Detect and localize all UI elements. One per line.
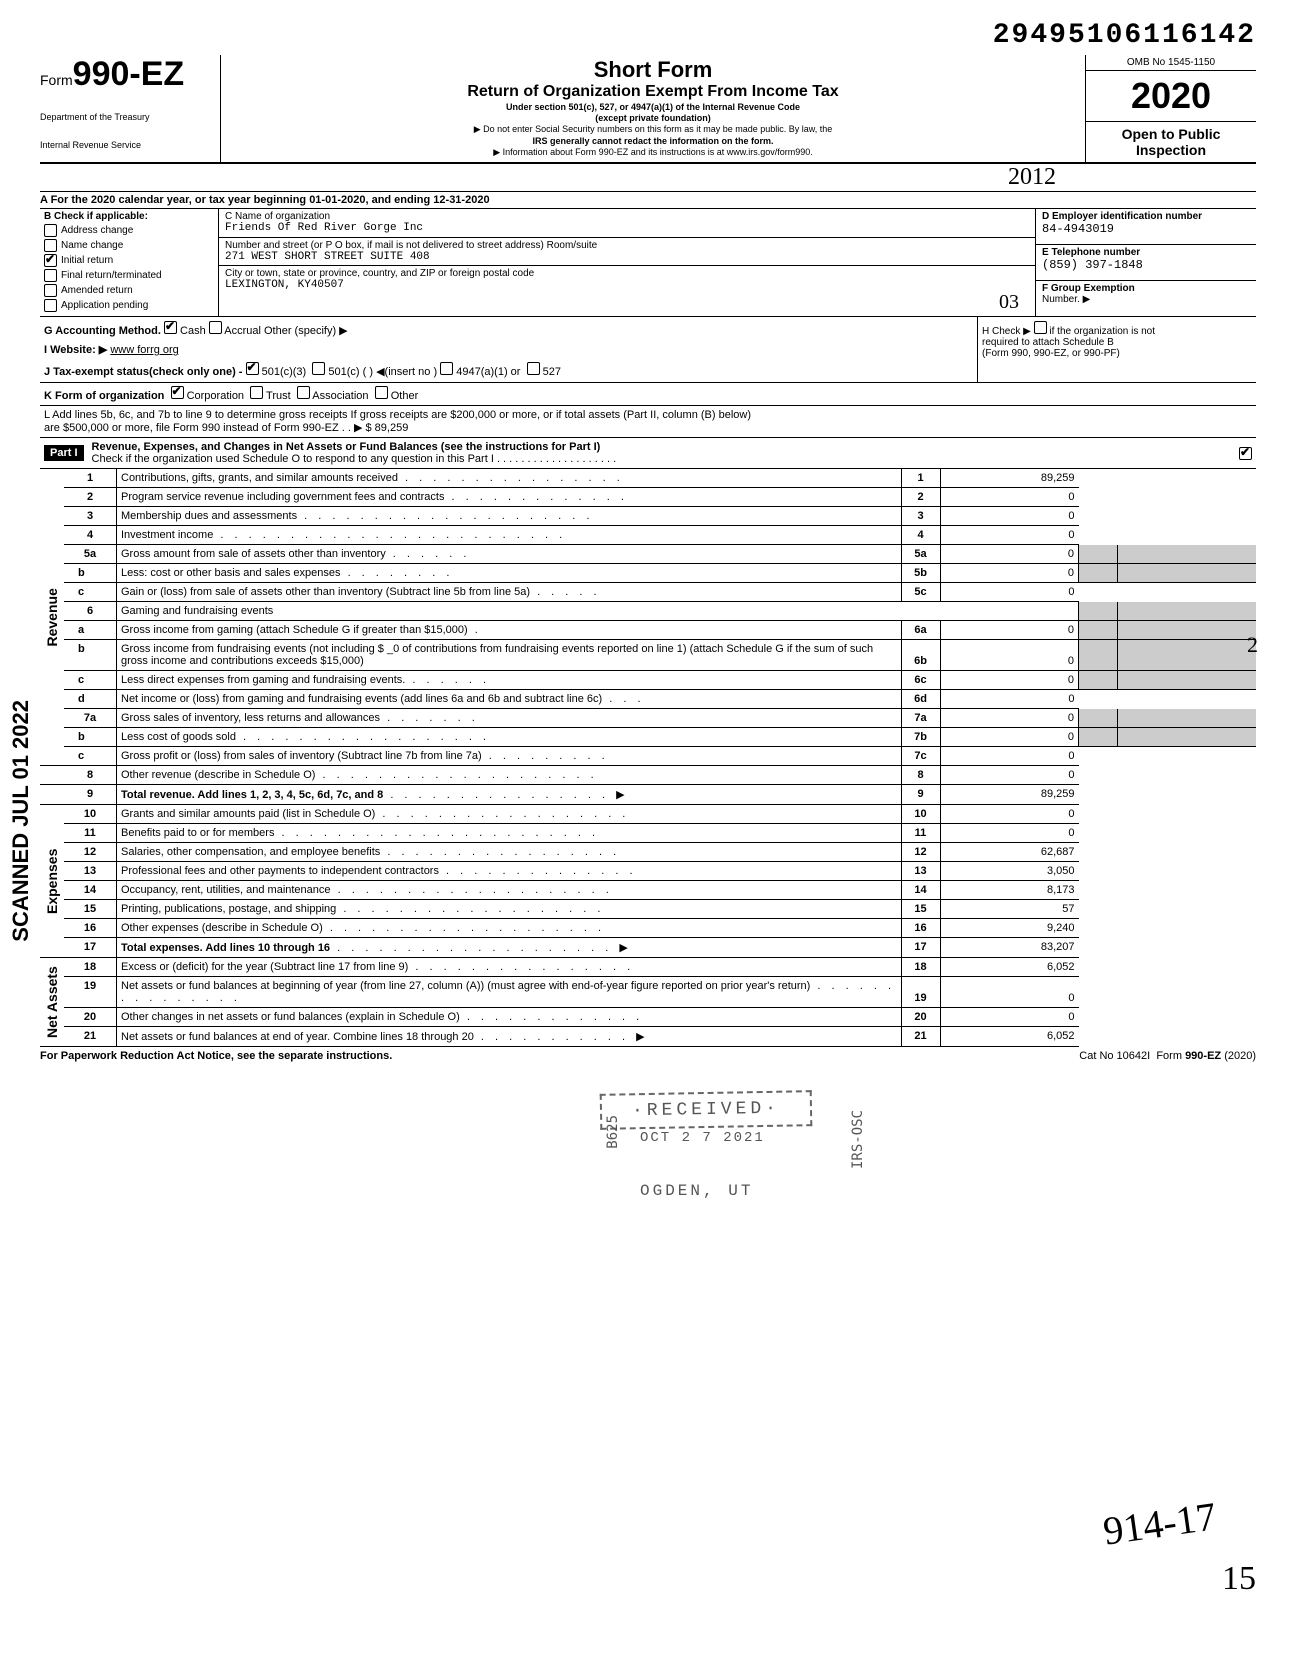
top-number: 29495106116142 (40, 20, 1256, 51)
label-corp: Corporation (187, 390, 244, 402)
l-text2: are $500,000 or more, file Form 990 inst… (44, 422, 408, 434)
check-address[interactable] (44, 224, 57, 237)
city-val: LEXINGTON, KY40507 (225, 279, 1029, 291)
check-527[interactable] (527, 362, 540, 375)
c-label: C Name of organization (225, 211, 1029, 222)
handwritten-15: 15 (1222, 1560, 1256, 1598)
check-pending[interactable] (44, 299, 57, 312)
check-amended[interactable] (44, 284, 57, 297)
check-other[interactable] (375, 386, 388, 399)
street-label: Number and street (or P O box, if mail i… (225, 240, 1029, 251)
handwritten-2: 2 (1247, 632, 1258, 658)
check-corp[interactable] (171, 386, 184, 399)
stamp-b625: B625 (605, 1115, 621, 1149)
stamp-ogden: OGDEN, UT (640, 1182, 753, 1200)
label-4947: 4947(a)(1) or (456, 366, 520, 378)
label-name: Name change (61, 240, 123, 251)
label-address: Address change (61, 225, 133, 236)
e-label: E Telephone number (1042, 247, 1250, 258)
street-val: 271 WEST SHORT STREET SUITE 408 (225, 251, 1029, 263)
check-h[interactable] (1034, 321, 1047, 334)
label-initial: Initial return (61, 255, 113, 266)
subtitle-except: (except private foundation) (231, 113, 1075, 123)
form-prefix: Form (40, 72, 73, 88)
b-label: B Check if applicable: (44, 211, 214, 222)
handwritten-bottom: 914-17 (1100, 1492, 1219, 1554)
open-public: Open to Public (1122, 126, 1221, 142)
label-501c: 501(c) ( ) ◀(insert no ) (328, 366, 437, 378)
check-4947[interactable] (440, 362, 453, 375)
f-label: F Group Exemption (1042, 283, 1250, 294)
h-text3: (Form 990, 990-EZ, or 990-PF) (982, 348, 1120, 359)
l-text1: L Add lines 5b, 6c, and 7b to line 9 to … (44, 409, 751, 421)
phone: (859) 397-1848 (1042, 258, 1250, 272)
part-i-label: Part I (44, 445, 84, 461)
line-a: A For the 2020 calendar year, or tax yea… (40, 192, 1256, 209)
subtitle-section: Under section 501(c), 527, or 4947(a)(1)… (231, 102, 1075, 112)
label-final: Final return/terminated (61, 270, 162, 281)
website: www forrg org (110, 344, 178, 356)
dept-treasury: Department of the Treasury (40, 112, 210, 122)
city-label: City or town, state or province, country… (225, 268, 1029, 279)
form-header: Form990-EZ Department of the Treasury In… (40, 55, 1256, 164)
handwritten-year: 2012 (40, 164, 1256, 192)
label-amended: Amended return (61, 285, 133, 296)
ein: 84-4943019 (1042, 222, 1250, 236)
check-final[interactable] (44, 269, 57, 282)
check-trust[interactable] (250, 386, 263, 399)
part-i-check-text: Check if the organization used Schedule … (92, 453, 494, 465)
i-label: I Website: ▶ (44, 344, 107, 356)
scanned-stamp: SCANNED JUL 01 2022 (8, 700, 34, 942)
label-527: 527 (543, 366, 561, 378)
dept-irs: Internal Revenue Service (40, 140, 210, 150)
label-cash: Cash (180, 325, 206, 337)
f-label2: Number. ▶ (1042, 294, 1250, 305)
j-label: J Tax-exempt status(check only one) - (44, 366, 246, 378)
check-part-i[interactable] (1239, 447, 1252, 460)
lines-table: Revenue 1Contributions, gifts, grants, a… (40, 469, 1256, 1047)
label-trust: Trust (266, 390, 291, 402)
h-text2: required to attach Schedule B (982, 337, 1114, 348)
h-text1: if the organization is not (1049, 326, 1155, 337)
check-cash[interactable] (164, 321, 177, 334)
tax-year: 2020 (1086, 71, 1256, 121)
label-assoc: Association (312, 390, 368, 402)
footer-left: For Paperwork Reduction Act Notice, see … (40, 1050, 392, 1062)
k-label: K Form of organization (44, 390, 164, 402)
handwritten-03: 03 (225, 291, 1029, 314)
check-501c3[interactable] (246, 362, 259, 375)
check-name[interactable] (44, 239, 57, 252)
stamp-received: ·RECEIVED· (600, 1090, 813, 1130)
subtitle-info: ▶ Information about Form 990-EZ and its … (231, 147, 1075, 158)
org-name: Friends Of Red River Gorge Inc (225, 222, 1029, 234)
omb-number: OMB No 1545-1150 (1086, 55, 1256, 71)
stamp-date: OCT 2 7 2021 (640, 1130, 765, 1146)
side-revenue: Revenue (40, 469, 64, 766)
side-netassets: Net Assets (40, 958, 64, 1047)
h-label: H Check ▶ (982, 326, 1031, 337)
inspection: Inspection (1136, 142, 1206, 158)
stamp-irs: IRS-OSC (850, 1110, 866, 1169)
d-label: D Employer identification number (1042, 211, 1250, 222)
title-return: Return of Organization Exempt From Incom… (231, 83, 1075, 101)
label-501c3: 501(c)(3) (262, 366, 307, 378)
subtitle-redact: IRS generally cannot redact the informat… (231, 136, 1075, 146)
label-other: Other (391, 390, 419, 402)
check-initial[interactable] (44, 254, 57, 267)
check-assoc[interactable] (297, 386, 310, 399)
label-pending: Application pending (61, 300, 148, 311)
side-expenses: Expenses (40, 805, 64, 958)
part-i-title: Revenue, Expenses, and Changes in Net As… (92, 441, 601, 453)
check-501c[interactable] (312, 362, 325, 375)
footer-mid: Cat No 10642I (1079, 1050, 1150, 1062)
label-accrual: Accrual Other (specify) ▶ (224, 325, 347, 337)
subtitle-ssn: ▶ Do not enter Social Security numbers o… (231, 124, 1075, 135)
footer-right: Form 990-EZ (2020) (1156, 1050, 1256, 1062)
check-accrual[interactable] (209, 321, 222, 334)
form-number: 990-EZ (73, 55, 185, 93)
g-label: G Accounting Method. (44, 325, 161, 337)
title-short-form: Short Form (231, 57, 1075, 83)
